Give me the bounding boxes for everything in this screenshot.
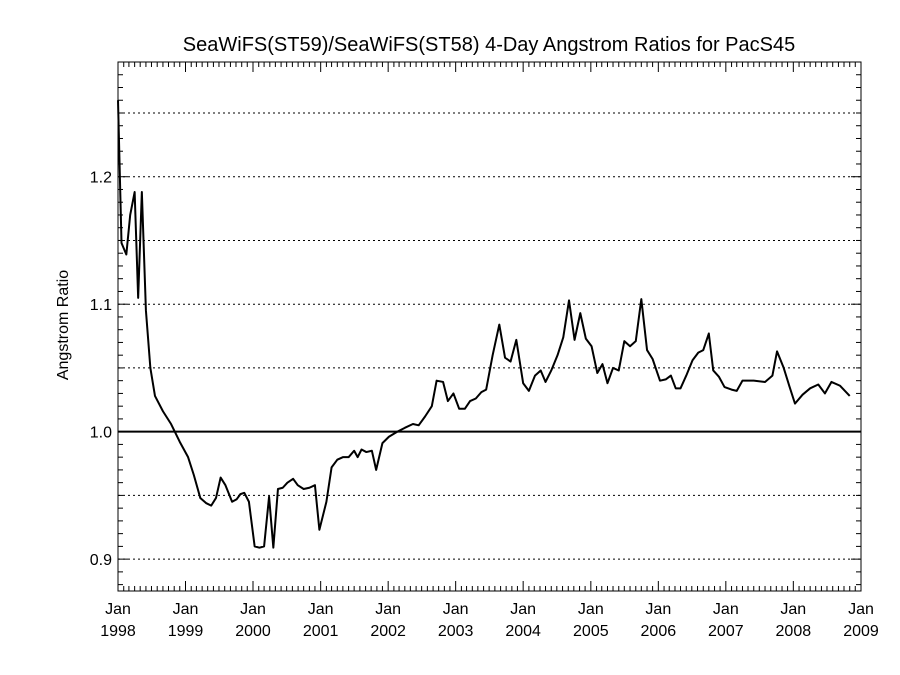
tick-labels: 0.9 1.0 1.1 1.2 Jan 1998 Jan 1999 Jan 2000 Jan 2001… bbox=[90, 170, 879, 640]
x-tick-label-year: 2004 bbox=[505, 623, 541, 640]
x-tick-label-month: Jan bbox=[510, 601, 536, 618]
x-tick-label-year: 2009 bbox=[843, 623, 879, 640]
y-tick-label: 0.9 bbox=[90, 552, 112, 569]
x-tick-label-year: 2000 bbox=[235, 623, 271, 640]
x-tick-label-year: 2006 bbox=[641, 623, 677, 640]
y-tick-label: 1.2 bbox=[90, 170, 112, 187]
x-tick-label-year: 2007 bbox=[708, 623, 744, 640]
x-tick-label-year: 2002 bbox=[370, 623, 406, 640]
y-axis-label: Angstrom Ratio bbox=[55, 270, 72, 380]
x-tick-label-month: Jan bbox=[105, 601, 131, 618]
x-tick-label-month: Jan bbox=[713, 601, 739, 618]
chart-title: SeaWiFS(ST59)/SeaWiFS(ST58) 4-Day Angstr… bbox=[183, 34, 795, 56]
series-line-0 bbox=[117, 100, 851, 549]
x-tick-label-year: 2008 bbox=[776, 623, 812, 640]
x-tick-label-month: Jan bbox=[375, 601, 401, 618]
x-tick-label-month: Jan bbox=[240, 601, 266, 618]
y-tick-label: 1.0 bbox=[90, 425, 112, 442]
plot-frame bbox=[117, 61, 862, 592]
x-tick-label-year: 2001 bbox=[303, 623, 339, 640]
x-tick-label-month: Jan bbox=[443, 601, 469, 618]
y-tick-label: 1.1 bbox=[90, 297, 112, 314]
grid-lines bbox=[118, 112, 861, 560]
x-tick-label-year: 2003 bbox=[438, 623, 474, 640]
x-tick-label-month: Jan bbox=[578, 601, 604, 618]
x-tick-label-month: Jan bbox=[780, 601, 806, 618]
x-tick-label-month: Jan bbox=[308, 601, 334, 618]
x-tick-label-year: 1999 bbox=[168, 623, 204, 640]
x-tick-label-month: Jan bbox=[645, 601, 671, 618]
x-tick-label-month: Jan bbox=[173, 601, 199, 618]
x-tick-label-month: Jan bbox=[848, 601, 874, 618]
axes bbox=[117, 61, 862, 592]
x-tick-label-year: 1998 bbox=[100, 623, 136, 640]
x-tick-label-year: 2005 bbox=[573, 623, 609, 640]
series-layer bbox=[117, 100, 851, 549]
